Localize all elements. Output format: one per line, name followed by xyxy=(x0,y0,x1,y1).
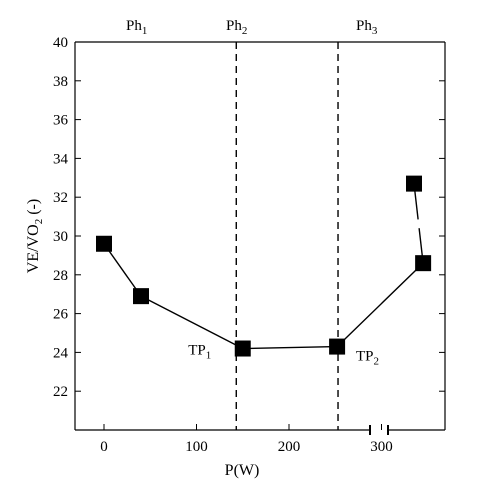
data-point xyxy=(96,235,112,252)
series-segment xyxy=(242,345,338,350)
y-tick-label: 32 xyxy=(53,190,68,206)
data-point xyxy=(133,288,149,305)
phase-label: Ph3 xyxy=(356,18,378,37)
data-point xyxy=(329,338,346,355)
y-tick-label: 36 xyxy=(53,113,69,129)
x-tick-label: 100 xyxy=(185,439,208,455)
y-tick-label: 22 xyxy=(53,384,68,400)
phase-label: Ph2 xyxy=(226,18,247,37)
x-tick-label: 200 xyxy=(278,439,301,455)
threshold-label: TP1 xyxy=(188,343,211,362)
data-point xyxy=(406,175,422,192)
x-tick-label: 0 xyxy=(100,439,108,455)
y-tick-label: 28 xyxy=(53,268,68,284)
series-segment xyxy=(336,262,424,348)
y-tick-label: 24 xyxy=(53,345,69,361)
data-series xyxy=(96,175,432,357)
y-axis-label: VE/VO2 (-) xyxy=(25,199,45,273)
x-axis: 0 100 200 300 P(W) xyxy=(100,424,393,479)
data-point xyxy=(234,340,251,357)
chart-labels: Ph1 Ph2 Ph3 xyxy=(126,18,378,37)
y-tick-label: 30 xyxy=(53,229,68,245)
x-axis-label: P(W) xyxy=(225,462,260,479)
y-tick-label: 34 xyxy=(53,151,69,167)
plot-frame xyxy=(74,41,446,435)
threshold-lines: TP1 TP2 xyxy=(188,42,379,430)
y-axis: 22 24 26 28 30 32 34 36 38 40 VE/VO2 (-) xyxy=(25,35,445,400)
series-segment xyxy=(103,243,142,297)
y-tick-label: 40 xyxy=(53,35,68,51)
data-point xyxy=(415,255,432,272)
y-tick-label: 26 xyxy=(53,307,69,323)
threshold-label: TP2 xyxy=(356,349,379,368)
y-tick-label: 38 xyxy=(53,74,68,90)
series-segment xyxy=(140,295,244,350)
phase-label: Ph1 xyxy=(126,18,147,37)
x-tick-label: 300 xyxy=(370,439,393,455)
